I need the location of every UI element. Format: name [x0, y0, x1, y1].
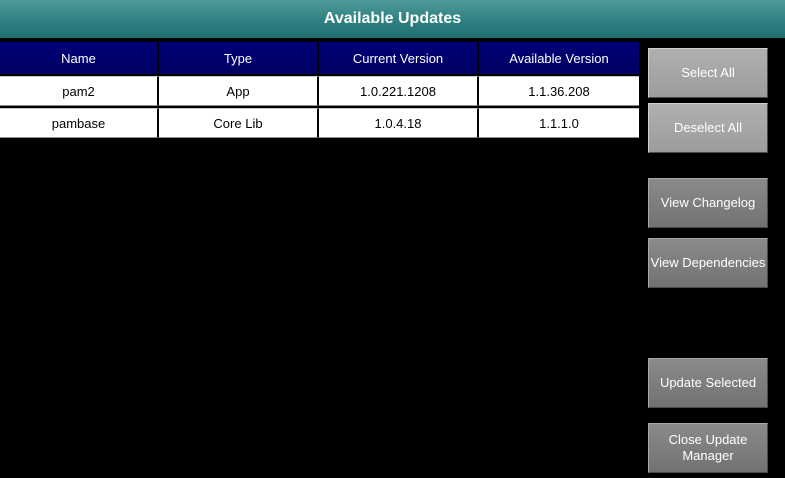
cell-name: pambase — [0, 108, 159, 138]
deselect-all-button[interactable]: Deselect All — [648, 103, 768, 153]
cell-type: App — [159, 76, 319, 106]
cell-available-version: 1.1.36.208 — [479, 76, 639, 106]
table-row[interactable]: pambase Core Lib 1.0.4.18 1.1.1.0 — [0, 108, 639, 138]
close-update-manager-button[interactable]: Close Update Manager — [648, 423, 768, 473]
column-header-current-version[interactable]: Current Version — [319, 42, 479, 74]
cell-current-version: 1.0.4.18 — [319, 108, 479, 138]
cell-name: pam2 — [0, 76, 159, 106]
select-all-button[interactable]: Select All — [648, 48, 768, 98]
column-header-name[interactable]: Name — [0, 42, 159, 74]
updates-table: Name Type Current Version Available Vers… — [0, 42, 639, 138]
cell-available-version: 1.1.1.0 — [479, 108, 639, 138]
table-header: Name Type Current Version Available Vers… — [0, 42, 639, 74]
column-header-available-version[interactable]: Available Version — [479, 42, 639, 74]
table-row[interactable]: pam2 App 1.0.221.1208 1.1.36.208 — [0, 76, 639, 106]
column-header-type[interactable]: Type — [159, 42, 319, 74]
cell-type: Core Lib — [159, 108, 319, 138]
view-changelog-button[interactable]: View Changelog — [648, 178, 768, 228]
window-title: Available Updates — [0, 0, 785, 38]
update-selected-button[interactable]: Update Selected — [648, 358, 768, 408]
cell-current-version: 1.0.221.1208 — [319, 76, 479, 106]
view-dependencies-button[interactable]: View Dependencies — [648, 238, 768, 288]
